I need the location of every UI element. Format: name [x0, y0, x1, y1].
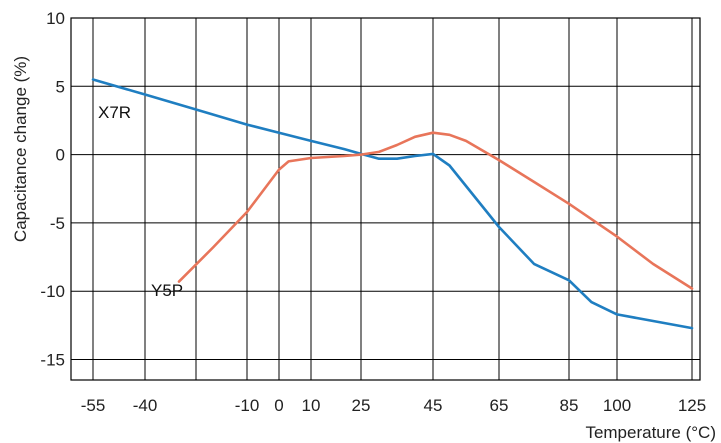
series-group — [91, 78, 694, 330]
series-label-y5p: Y5P — [151, 281, 183, 300]
x-tick-label: -55 — [81, 396, 106, 415]
x-tick-labels: -55 -40 -10 0 10 25 45 65 85 100 125 — [81, 396, 706, 415]
x-tick-label: 125 — [678, 396, 706, 415]
x-tick-label: -10 — [235, 396, 260, 415]
y-tick-label: 10 — [46, 9, 65, 28]
y-tick-label: -10 — [40, 282, 65, 301]
x-tick-label: 85 — [560, 396, 579, 415]
x-tick-label: -40 — [133, 396, 158, 415]
y-tick-label: 5 — [56, 77, 65, 96]
y-tick-label: -15 — [40, 351, 65, 370]
y-tick-label: 0 — [56, 146, 65, 165]
y-axis-label: Capacitance change (%) — [11, 56, 30, 242]
y-tick-label: -5 — [50, 214, 65, 233]
x-axis-label: Temperature (°C) — [585, 423, 716, 442]
x-tick-label: 100 — [603, 396, 631, 415]
series-label-x7r: X7R — [98, 103, 131, 122]
y-tick-labels: 10 5 0 -5 -10 -15 — [40, 9, 65, 370]
x-tick-label: 10 — [302, 396, 321, 415]
x-tick-label: 45 — [424, 396, 443, 415]
series-line-x7r — [91, 78, 694, 330]
grid — [71, 17, 700, 380]
plot-frame — [70, 17, 701, 381]
x-tick-label: 0 — [274, 396, 283, 415]
x-tick-label: 65 — [490, 396, 509, 415]
x-tick-label: 25 — [352, 396, 371, 415]
series-line-y5p — [177, 131, 694, 290]
